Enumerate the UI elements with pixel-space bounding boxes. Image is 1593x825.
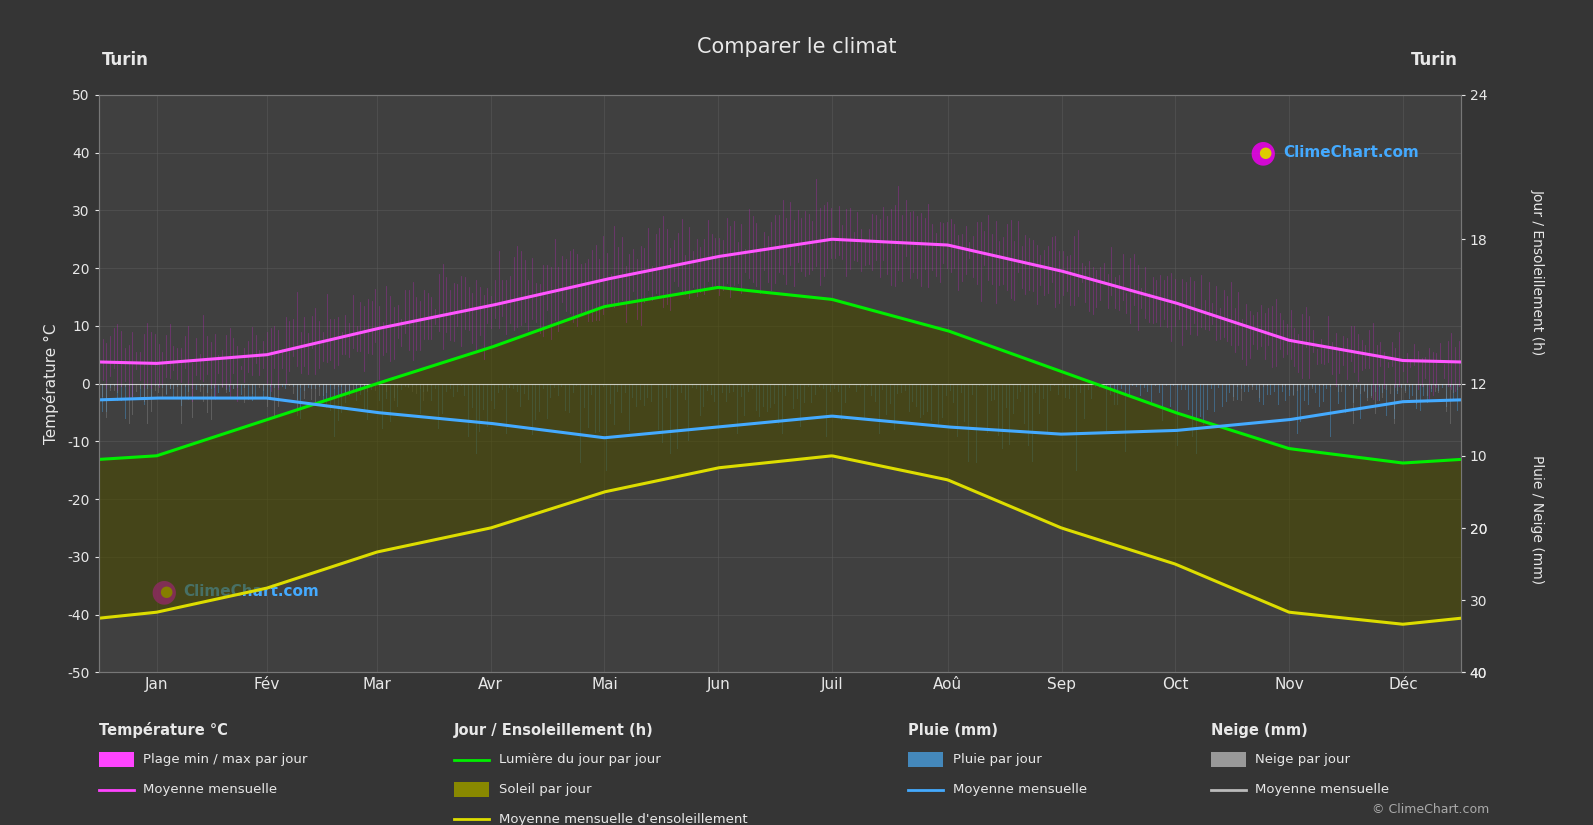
- Y-axis label: Température °C: Température °C: [43, 323, 59, 444]
- Text: Moyenne mensuelle: Moyenne mensuelle: [143, 783, 277, 796]
- Text: ●: ●: [150, 577, 177, 606]
- Text: Comparer le climat: Comparer le climat: [696, 37, 897, 57]
- Text: Pluie par jour: Pluie par jour: [953, 753, 1042, 766]
- Text: Soleil par jour: Soleil par jour: [499, 783, 591, 796]
- Text: ●: ●: [1258, 145, 1271, 160]
- Text: ●: ●: [1249, 138, 1276, 167]
- Text: © ClimeChart.com: © ClimeChart.com: [1372, 803, 1489, 816]
- Text: Turin: Turin: [102, 51, 148, 69]
- Text: Lumière du jour par jour: Lumière du jour par jour: [499, 753, 661, 766]
- Text: Plage min / max par jour: Plage min / max par jour: [143, 753, 307, 766]
- Text: Pluie (mm): Pluie (mm): [908, 723, 997, 738]
- Text: ClimeChart.com: ClimeChart.com: [1284, 145, 1419, 160]
- Text: Moyenne mensuelle: Moyenne mensuelle: [1255, 783, 1389, 796]
- Text: ClimeChart.com: ClimeChart.com: [183, 584, 319, 599]
- Text: ●: ●: [159, 584, 172, 599]
- Text: Jour / Ensoleillement (h): Jour / Ensoleillement (h): [454, 723, 653, 738]
- Text: Pluie / Neige (mm): Pluie / Neige (mm): [1531, 455, 1544, 584]
- Text: Moyenne mensuelle d'ensoleillement: Moyenne mensuelle d'ensoleillement: [499, 813, 747, 825]
- Text: Neige par jour: Neige par jour: [1255, 753, 1351, 766]
- Text: Turin: Turin: [1411, 51, 1458, 69]
- Text: Neige (mm): Neige (mm): [1211, 723, 1308, 738]
- Text: Température °C: Température °C: [99, 722, 228, 738]
- Text: Jour / Ensoleillement (h): Jour / Ensoleillement (h): [1531, 189, 1544, 356]
- Text: Moyenne mensuelle: Moyenne mensuelle: [953, 783, 1086, 796]
